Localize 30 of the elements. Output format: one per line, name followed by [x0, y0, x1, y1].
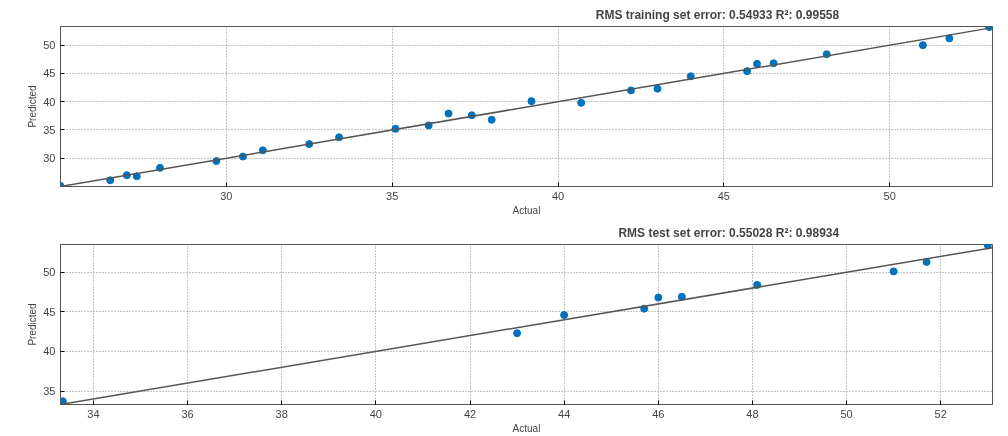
y-tick-label: 40 [43, 345, 56, 358]
x-tick-label: 38 [275, 407, 288, 420]
x-tick-label: 50 [840, 407, 853, 420]
chart-title: RMS training set error: 0.54933 R²: 0.99558 [595, 7, 840, 22]
x-tick-label: 42 [463, 407, 477, 420]
y-axis-title: Predicted [27, 85, 39, 128]
y-tick-label: 45 [43, 67, 56, 80]
x-tick-label: 44 [558, 407, 571, 420]
x-tick-label: 48 [746, 407, 759, 420]
x-tick-label: 45 [717, 189, 730, 202]
x-tick-label: 34 [87, 407, 100, 420]
x-axis-title: Actual [512, 204, 541, 216]
x-tick-label: 46 [652, 407, 665, 420]
y-tick-label: 50 [43, 266, 56, 279]
y-tick-label: 45 [43, 305, 56, 318]
y-tick-label: 35 [43, 123, 56, 136]
x-axis-title: Actual [512, 422, 541, 434]
x-tick-label: 40 [551, 189, 565, 202]
x-tick-label: 30 [220, 189, 233, 202]
x-tick-label: 40 [369, 407, 383, 420]
x-tick-label: 36 [181, 407, 194, 420]
x-tick-label: 35 [386, 189, 399, 202]
y-tick-label: 50 [43, 39, 56, 52]
x-tick-label: 50 [883, 189, 896, 202]
y-tick-label: 40 [43, 95, 56, 108]
y-axis-title: Predicted [27, 303, 39, 346]
y-tick-label: 35 [43, 385, 56, 398]
chart-title: RMS test set error: 0.55028 R²: 0.98934 [618, 225, 840, 240]
x-tick-label: 52 [934, 407, 947, 420]
y-tick-label: 30 [43, 152, 56, 165]
